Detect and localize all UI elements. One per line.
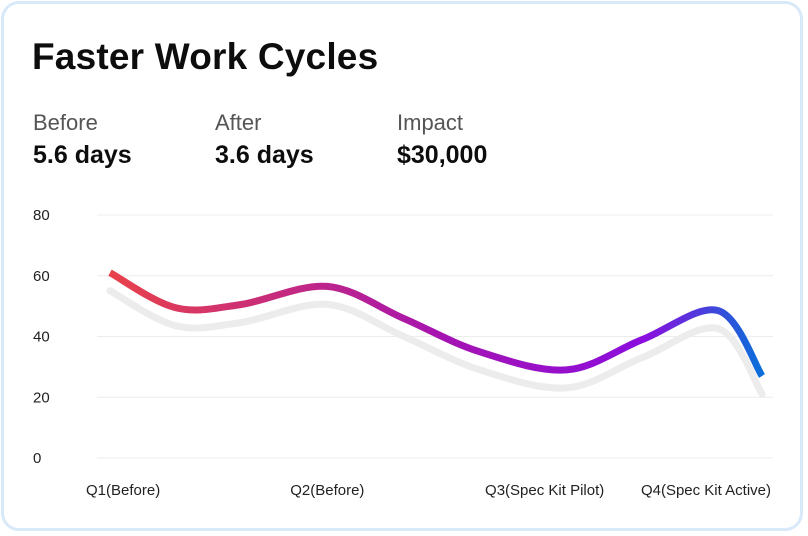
y-tick-label: 60	[33, 268, 50, 285]
x-tick-label: Q3(Spec Kit Pilot)	[485, 482, 604, 499]
stat-before-label: Before	[33, 110, 98, 135]
stat-after-label: After	[215, 110, 262, 135]
y-tick-label: 0	[33, 450, 41, 467]
y-tick-label: 40	[33, 329, 50, 346]
chart-title: Faster Work Cycles	[32, 36, 379, 77]
stat-after-value: 3.6 days	[215, 141, 314, 169]
series-line	[108, 269, 766, 378]
stat-impact-value: $30,000	[397, 141, 488, 169]
x-axis-ticks: Q1(Before) Q2(Before) Q3(Spec Kit Pilot) Q4…	[86, 482, 771, 499]
stat-impact-label: Impact	[397, 110, 464, 135]
y-tick-label: 20	[33, 389, 50, 406]
stat-impact: Impact $30,000	[397, 110, 487, 170]
y-tick-label: 80	[33, 207, 50, 224]
series-line-shadow	[106, 287, 766, 398]
y-axis-ticks: 0 20 40 60 80	[33, 207, 50, 467]
stat-before: Before 5.6 days	[33, 110, 132, 170]
grid-lines	[97, 214, 773, 459]
x-tick-label: Q4(Spec Kit Active)	[641, 482, 771, 499]
x-tick-label: Q2(Before)	[290, 482, 364, 499]
stat-before-value: 5.6 days	[33, 141, 132, 169]
x-tick-label: Q1(Before)	[86, 482, 160, 499]
stat-after: After 3.6 days	[215, 110, 314, 170]
